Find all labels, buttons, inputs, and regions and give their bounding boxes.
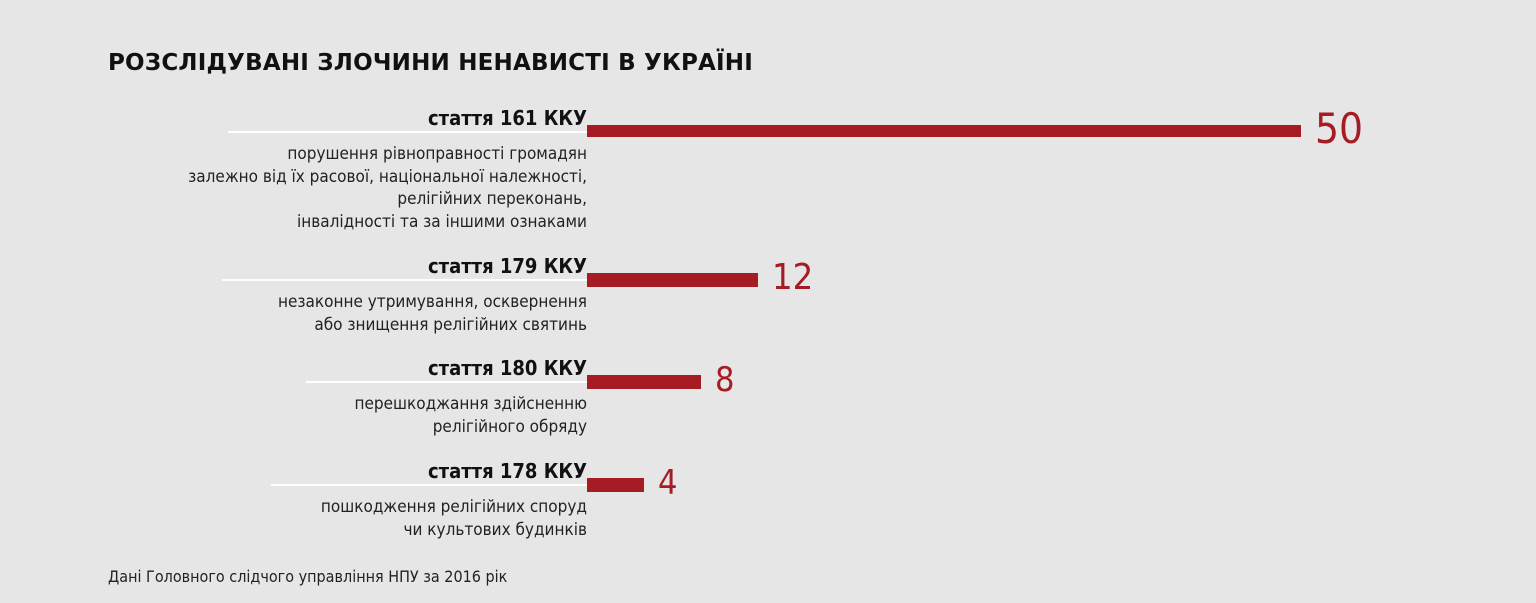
data-label: 50 xyxy=(1315,103,1364,153)
bar xyxy=(587,478,644,492)
bar xyxy=(587,375,701,389)
bar xyxy=(587,273,758,287)
category-description: порушення рівноправності громадян залежн… xyxy=(188,144,587,232)
data-label: 12 xyxy=(772,257,814,299)
category-description: перешкоджання здійсненню релігійного обр… xyxy=(354,394,587,437)
category-label: стаття 179 ККУ xyxy=(427,254,587,278)
label-underline xyxy=(228,131,587,133)
chart-title: РОЗСЛІДУВАНІ ЗЛОЧИНИ НЕНАВИСТІ В УКРАЇНІ xyxy=(108,50,754,76)
bar xyxy=(587,125,1301,137)
data-label: 8 xyxy=(715,360,735,401)
category-description: пошкодження релігійних споруд чи культов… xyxy=(320,497,587,540)
label-underline xyxy=(271,484,587,486)
label-underline xyxy=(306,381,587,383)
source-note: Дані Головного слідчого управління НПУ з… xyxy=(108,567,508,586)
category-label: стаття 180 ККУ xyxy=(427,356,587,380)
category-description: незаконне утримування, осквернення або з… xyxy=(277,292,587,335)
data-label: 4 xyxy=(658,463,678,504)
category-label: стаття 161 ККУ xyxy=(427,106,587,130)
label-underline xyxy=(222,279,587,281)
category-label: стаття 178 ККУ xyxy=(427,459,587,483)
